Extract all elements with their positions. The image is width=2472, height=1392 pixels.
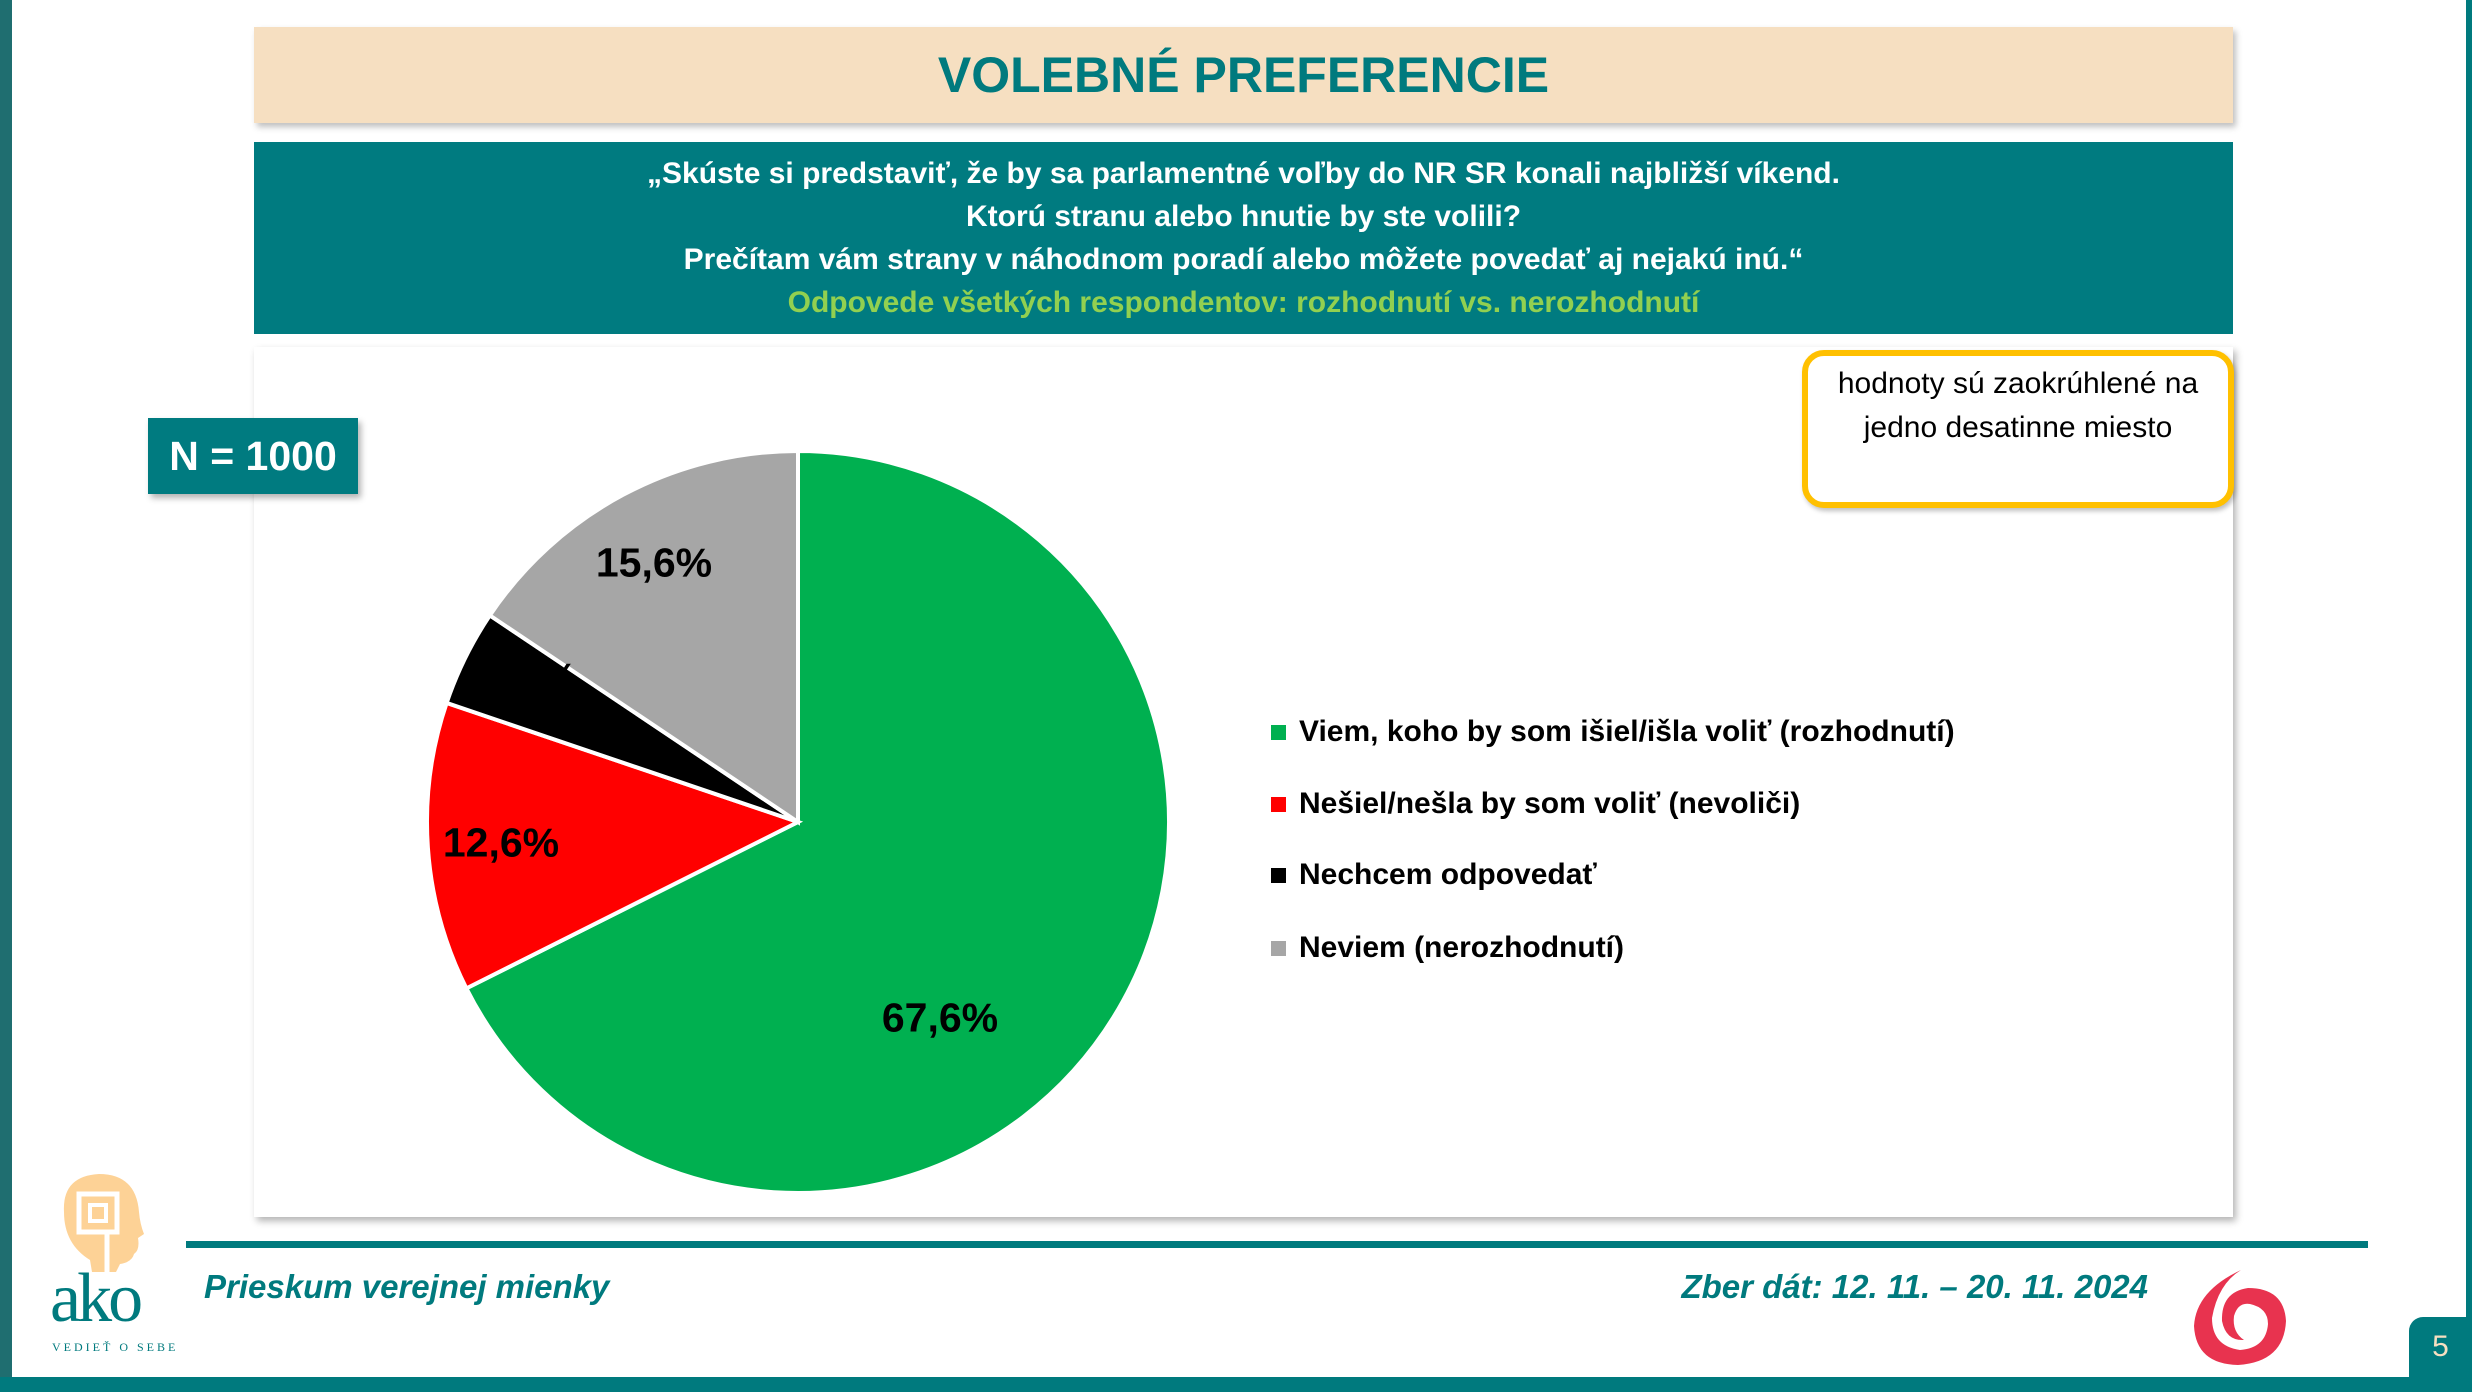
question-subtitle: Odpovede všetkých respondentov: rozhodnu…: [787, 286, 1700, 319]
question-line: Ktorú stranu alebo hnutie by ste volili?: [965, 200, 1522, 233]
footer-date-range: Zber dát: 12. 11. – 20. 11. 2024: [1681, 1268, 2148, 1305]
question-box: „Skúste si predstaviť, že by sa parlamen…: [254, 142, 2233, 334]
legend-item: Nechcem odpovedať: [1271, 855, 1597, 895]
footer-divider: [186, 1241, 2368, 1248]
logo-brand: ako: [50, 1260, 143, 1337]
pie-slice: [487, 448, 800, 826]
pie-data-label: 67,6%: [881, 994, 999, 1041]
rounding-note: hodnoty sú zaokrúhlené na jedno desatinn…: [1802, 350, 2234, 508]
title-bar: VOLEBNÉ PREFERENCIE: [254, 27, 2233, 123]
pie-data-label: 12,6%: [442, 819, 560, 866]
legend-item: Nešiel/nešla by som voliť (nevoliči): [1271, 784, 1800, 824]
legend-swatch: [1271, 796, 1286, 812]
legend-label: Nešiel/nešla by som voliť (nevoliči): [1299, 787, 1801, 820]
legend-label: Viem, koho by som išiel/išla voliť (rozh…: [1299, 715, 1955, 748]
frame-left: [0, 0, 12, 1392]
legend-label: Nechcem odpovedať: [1299, 858, 1597, 891]
pie-slice: [463, 448, 1171, 1195]
frame-right: [2466, 0, 2472, 1392]
logo-tagline: VEDIEŤ O SEBE: [52, 1340, 179, 1354]
legend-item: Neviem (nerozhodnutí): [1271, 928, 1624, 968]
question-line: „Skúste si predstaviť, že by sa parlamen…: [647, 157, 1840, 190]
legend-label: Neviem (nerozhodnutí): [1299, 931, 1625, 964]
sample-size-badge: N = 1000: [148, 418, 358, 494]
legend-swatch: [1271, 867, 1286, 883]
pie-data-label: 4,2%: [484, 654, 578, 701]
spiral-logo-icon: [2194, 1270, 2286, 1365]
page-number: 5: [2409, 1317, 2472, 1377]
frame-bottom: [0, 1377, 2472, 1392]
pie-data-label: 15,6%: [595, 539, 713, 586]
legend-item: Viem, koho by som išiel/išla voliť (rozh…: [1271, 712, 1955, 752]
footer-survey-label: Prieskum verejnej mienky: [204, 1268, 610, 1305]
pie-slice: [425, 700, 804, 992]
legend-swatch: [1271, 940, 1286, 956]
page-title: VOLEBNÉ PREFERENCIE: [937, 47, 1550, 103]
legend-swatch: [1271, 724, 1286, 740]
ako-logo: ako VEDIEŤ O SEBE: [44, 1172, 184, 1372]
head-icon: [63, 1174, 144, 1272]
question-line: Prečítam vám strany v náhodnom poradí al…: [683, 243, 1804, 276]
